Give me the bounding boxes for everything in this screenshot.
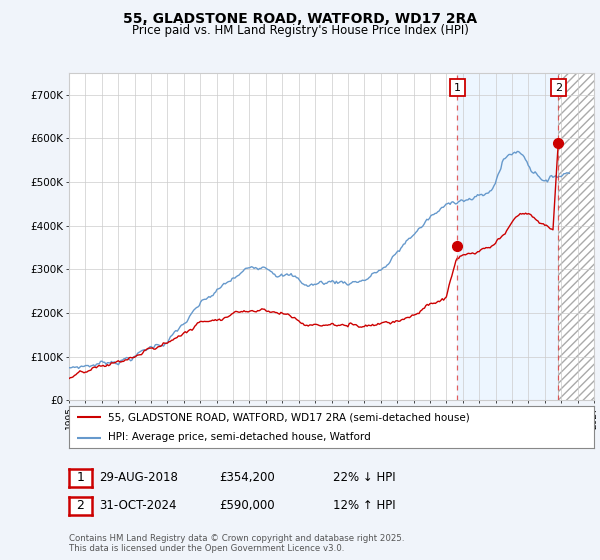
Text: Contains HM Land Registry data © Crown copyright and database right 2025.
This d: Contains HM Land Registry data © Crown c… <box>69 534 404 553</box>
Text: 1: 1 <box>454 82 461 92</box>
Text: 55, GLADSTONE ROAD, WATFORD, WD17 2RA (semi-detached house): 55, GLADSTONE ROAD, WATFORD, WD17 2RA (s… <box>109 412 470 422</box>
Text: £354,200: £354,200 <box>219 470 275 484</box>
Text: 2: 2 <box>555 82 562 92</box>
Text: 55, GLADSTONE ROAD, WATFORD, WD17 2RA: 55, GLADSTONE ROAD, WATFORD, WD17 2RA <box>123 12 477 26</box>
Bar <box>559 73 594 400</box>
Text: 12% ↑ HPI: 12% ↑ HPI <box>333 498 395 512</box>
Text: HPI: Average price, semi-detached house, Watford: HPI: Average price, semi-detached house,… <box>109 432 371 442</box>
Text: Price paid vs. HM Land Registry's House Price Index (HPI): Price paid vs. HM Land Registry's House … <box>131 24 469 36</box>
Text: 2: 2 <box>76 500 85 512</box>
Text: 22% ↓ HPI: 22% ↓ HPI <box>333 470 395 484</box>
Text: £590,000: £590,000 <box>219 498 275 512</box>
Text: 29-AUG-2018: 29-AUG-2018 <box>99 470 178 484</box>
Text: 1: 1 <box>76 472 85 484</box>
Text: 31-OCT-2024: 31-OCT-2024 <box>99 498 176 512</box>
Bar <box>457 73 559 400</box>
